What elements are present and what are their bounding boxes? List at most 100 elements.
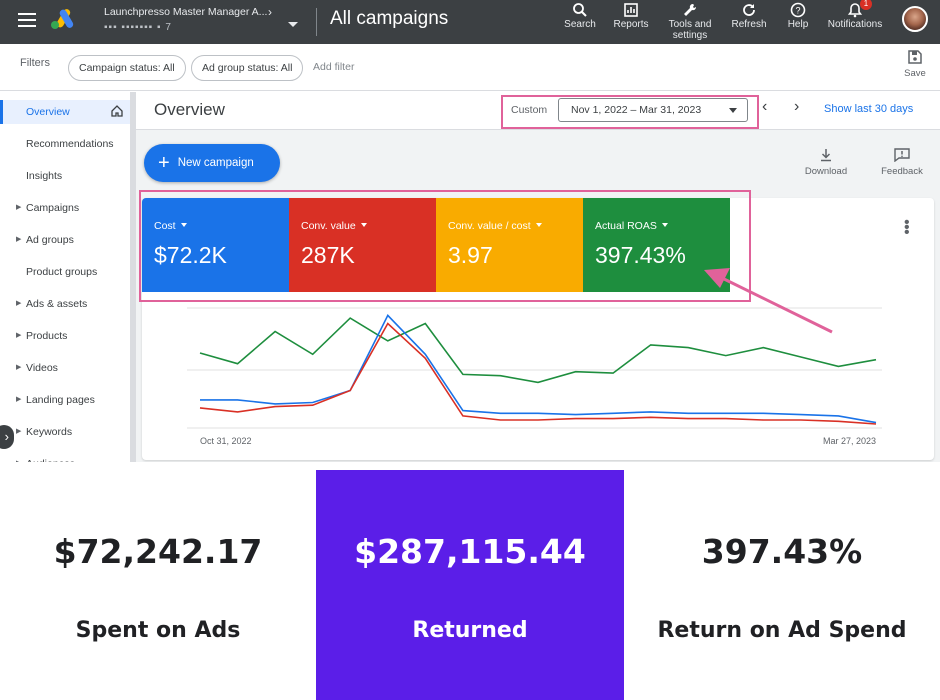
metric-value: 3.97 bbox=[448, 242, 493, 268]
account-dropdown-icon[interactable] bbox=[288, 22, 298, 27]
metric-label: Actual ROAS bbox=[595, 220, 668, 232]
ad-group-status-chip[interactable]: Ad group status: All bbox=[191, 55, 304, 81]
save-button[interactable]: Save bbox=[900, 50, 930, 79]
annotation-arrow bbox=[704, 268, 833, 334]
home-icon bbox=[111, 105, 123, 117]
metric-card-actual-roas[interactable]: Actual ROAS 397.43% bbox=[583, 198, 730, 292]
metric-card-cost[interactable]: Cost $72.2K bbox=[142, 198, 289, 292]
avatar[interactable] bbox=[902, 6, 928, 32]
sidebar-item-label: Landing pages bbox=[26, 394, 95, 406]
sidebar-item-campaigns[interactable]: ▶ Campaigns bbox=[0, 196, 130, 220]
sidebar-item-label: Product groups bbox=[26, 266, 98, 278]
tools-label: Tools and settings bbox=[668, 19, 712, 41]
expand-icon: ▶ bbox=[16, 428, 22, 435]
main-content: Overview Custom Nov 1, 2022 – Mar 31, 20… bbox=[136, 92, 940, 462]
chevron-right-icon[interactable]: › bbox=[268, 5, 272, 19]
show-last-30-days-link[interactable]: Show last 30 days bbox=[824, 103, 914, 115]
metric-label: Conv. value bbox=[301, 220, 367, 232]
stat-spent: $72,242.17 Spent on Ads bbox=[0, 470, 316, 700]
sidebar-item-product-groups[interactable]: Product groups bbox=[0, 260, 130, 284]
sidebar-item-label: Keywords bbox=[26, 426, 73, 438]
sidebar-item-recommendations[interactable]: Recommendations bbox=[0, 132, 130, 156]
notification-badge: 1 bbox=[860, 0, 872, 10]
refresh-button[interactable]: Refresh bbox=[730, 0, 768, 44]
dropdown-icon bbox=[729, 108, 737, 113]
google-ads-logo bbox=[51, 9, 74, 29]
sidebar-item-label: Audiences bbox=[26, 452, 75, 462]
sidebar-item-insights[interactable]: Insights bbox=[0, 164, 130, 188]
expand-icon: ▶ bbox=[16, 300, 22, 307]
sidebar-item-videos[interactable]: ▶ Videos bbox=[0, 356, 130, 380]
expand-icon: ▶ bbox=[16, 364, 22, 371]
sidebar-item-overview[interactable]: Overview bbox=[0, 100, 130, 124]
stat-returned: $287,115.44 Returned bbox=[316, 470, 624, 700]
help-label: Help bbox=[787, 19, 809, 30]
sidebar-item-ads-assets[interactable]: ▶ Ads & assets bbox=[0, 292, 130, 316]
dropdown-icon bbox=[180, 223, 187, 227]
metrics-highlight-box bbox=[139, 190, 751, 302]
notifications-label: Notifications bbox=[827, 19, 883, 30]
sidebar-item-landing-pages[interactable]: ▶ Landing pages bbox=[0, 388, 130, 412]
date-range-value: Nov 1, 2022 – Mar 31, 2023 bbox=[571, 104, 702, 116]
next-period-button[interactable]: › bbox=[794, 98, 800, 115]
previous-period-button[interactable]: ‹ bbox=[762, 98, 768, 115]
expand-icon: ▶ bbox=[16, 204, 22, 211]
bell-icon bbox=[847, 3, 863, 18]
svg-text:?: ? bbox=[795, 6, 800, 16]
new-campaign-button[interactable]: + New campaign bbox=[144, 144, 280, 182]
reports-label: Reports bbox=[613, 19, 649, 30]
expand-icon: ▶ bbox=[16, 452, 21, 462]
stat-label: Spent on Ads bbox=[75, 618, 241, 643]
save-label: Save bbox=[904, 68, 926, 79]
dropdown-icon bbox=[661, 223, 668, 227]
more-options-icon[interactable]: • • • bbox=[904, 214, 910, 241]
help-button[interactable]: ? Help bbox=[784, 0, 812, 44]
sidebar-item-label: Products bbox=[26, 330, 68, 342]
expand-icon: ▶ bbox=[16, 332, 22, 339]
divider bbox=[316, 8, 317, 36]
sidebar-item-ad-groups[interactable]: ▶ Ad groups bbox=[0, 228, 130, 252]
metric-card-conv-value-cost[interactable]: Conv. value / cost 3.97 bbox=[436, 198, 583, 292]
add-filter-button[interactable]: Add filter bbox=[313, 61, 355, 73]
reports-button[interactable]: Reports bbox=[610, 0, 652, 44]
download-label: Download bbox=[804, 166, 848, 177]
sidebar-item-products[interactable]: ▶ Products bbox=[0, 324, 130, 348]
metric-value: $72.2K bbox=[154, 242, 227, 268]
filter-bar: Filters Campaign status: All Ad group st… bbox=[0, 44, 940, 91]
refresh-icon bbox=[743, 4, 755, 16]
sidebar-item-keywords[interactable]: ▶ Keywords bbox=[0, 420, 130, 444]
metric-card-conv-value[interactable]: Conv. value 287K bbox=[289, 198, 436, 292]
metric-label: Conv. value / cost bbox=[448, 220, 542, 232]
date-range-selector[interactable]: Nov 1, 2022 – Mar 31, 2023 bbox=[558, 98, 748, 122]
dropdown-icon bbox=[360, 223, 367, 227]
search-icon bbox=[573, 3, 587, 17]
sidebar-item-audiences[interactable]: ▶ Audiences bbox=[0, 452, 130, 462]
stat-roas: 397.43% Return on Ad Spend bbox=[624, 470, 940, 700]
page-title: Overview bbox=[154, 100, 225, 119]
new-campaign-label: New campaign bbox=[177, 157, 254, 169]
series-line-0 bbox=[199, 317, 877, 384]
reports-icon bbox=[624, 3, 638, 17]
tools-settings-button[interactable]: Tools and settings bbox=[664, 0, 716, 44]
feedback-button[interactable]: Feedback bbox=[878, 148, 926, 177]
sidebar-item-label: Overview bbox=[26, 106, 70, 118]
stat-label: Return on Ad Spend bbox=[657, 618, 907, 643]
stat-value: $72,242.17 bbox=[53, 532, 263, 571]
x-axis-end-label: Mar 27, 2023 bbox=[823, 436, 876, 446]
page-heading: All campaigns bbox=[330, 8, 449, 29]
search-button[interactable]: Search bbox=[562, 0, 598, 44]
notifications-button[interactable]: 1 Notifications bbox=[824, 0, 886, 44]
metric-value: 397.43% bbox=[595, 242, 686, 268]
refresh-label: Refresh bbox=[731, 19, 767, 30]
account-name[interactable]: Launchpresso Master Manager A... bbox=[104, 6, 268, 18]
feedback-label: Feedback bbox=[881, 166, 923, 177]
campaign-status-chip[interactable]: Campaign status: All bbox=[68, 55, 186, 81]
expand-icon: ▶ bbox=[16, 396, 22, 403]
stat-value: $287,115.44 bbox=[354, 532, 586, 571]
stat-label: Returned bbox=[412, 618, 528, 643]
series-line-1 bbox=[200, 314, 877, 424]
menu-icon[interactable] bbox=[18, 13, 36, 27]
collapse-sidebar-button[interactable]: › bbox=[0, 425, 14, 449]
download-button[interactable]: Download bbox=[802, 148, 850, 177]
filters-label: Filters bbox=[20, 57, 50, 69]
